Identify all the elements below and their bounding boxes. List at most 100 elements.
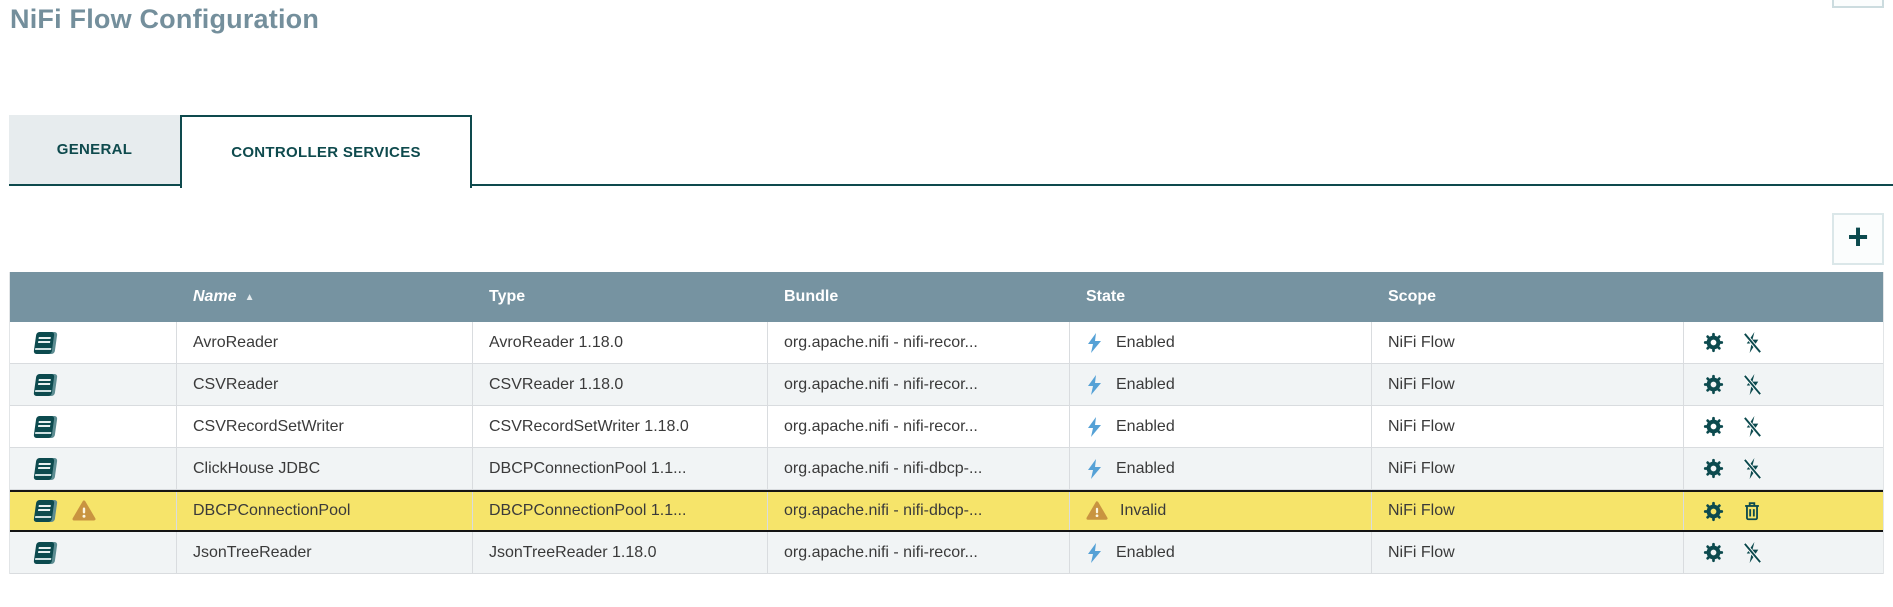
bolt-icon xyxy=(1086,458,1104,479)
tab-controller-services-label: CONTROLLER SERVICES xyxy=(231,144,421,161)
book-icon[interactable] xyxy=(33,331,58,355)
state-label: Enabled xyxy=(1116,543,1175,561)
tab-controller-services[interactable]: CONTROLLER SERVICES xyxy=(180,115,472,188)
row-lead-cell xyxy=(10,492,177,530)
bolt-icon xyxy=(1086,374,1104,395)
cell-name: CSVReader xyxy=(177,364,473,405)
cell-scope: NiFi Flow xyxy=(1372,322,1684,363)
book-icon[interactable] xyxy=(33,457,58,481)
gear-icon[interactable] xyxy=(1702,541,1725,564)
cell-type: AvroReader 1.18.0 xyxy=(473,322,768,363)
tab-bar: GENERAL CONTROLLER SERVICES xyxy=(9,115,1893,188)
cell-bundle: org.apache.nifi - nifi-recor... xyxy=(768,322,1070,363)
table-row[interactable]: DBCPConnectionPool DBCPConnectionPool 1.… xyxy=(10,490,1883,532)
cell-bundle: org.apache.nifi - nifi-recor... xyxy=(768,364,1070,405)
disable-bolt-slash-icon[interactable] xyxy=(1741,541,1764,564)
cell-type: DBCPConnectionPool 1.1... xyxy=(473,492,768,530)
row-lead-cell xyxy=(10,406,177,447)
row-lead-cell xyxy=(10,448,177,489)
cell-name: JsonTreeReader xyxy=(177,532,473,573)
header-cell-name[interactable]: Name ▲ xyxy=(177,288,473,306)
table-row[interactable]: ClickHouse JDBC DBCPConnectionPool 1.1..… xyxy=(10,448,1883,490)
cell-state: Enabled xyxy=(1070,322,1372,363)
cell-name: ClickHouse JDBC xyxy=(177,448,473,489)
cell-type: JsonTreeReader 1.18.0 xyxy=(473,532,768,573)
header-cell-bundle[interactable]: Bundle xyxy=(784,288,839,305)
row-lead-cell xyxy=(10,364,177,405)
book-icon[interactable] xyxy=(33,499,58,523)
cell-name: AvroReader xyxy=(177,322,473,363)
cell-actions xyxy=(1684,448,1883,489)
cell-bundle: org.apache.nifi - nifi-recor... xyxy=(768,532,1070,573)
controller-services-table: Name ▲ Type Bundle State Scope AvroRead xyxy=(9,272,1884,574)
state-label: Enabled xyxy=(1116,417,1175,435)
bolt-icon xyxy=(1086,332,1104,353)
gear-icon[interactable] xyxy=(1702,331,1725,354)
cell-actions xyxy=(1684,322,1883,363)
bolt-icon xyxy=(1086,542,1104,563)
header-name-label: Name xyxy=(193,288,237,305)
disable-bolt-slash-icon[interactable] xyxy=(1741,331,1764,354)
cutoff-top-right-button[interactable] xyxy=(1832,0,1884,8)
disable-bolt-slash-icon[interactable] xyxy=(1741,457,1764,480)
cell-scope: NiFi Flow xyxy=(1372,406,1684,447)
row-lead-cell xyxy=(10,322,177,363)
disable-bolt-slash-icon[interactable] xyxy=(1741,415,1764,438)
gear-icon[interactable] xyxy=(1702,415,1725,438)
page-title: NiFi Flow Configuration xyxy=(10,4,320,34)
cell-state: Enabled xyxy=(1070,448,1372,489)
cell-scope: NiFi Flow xyxy=(1372,532,1684,573)
cell-scope: NiFi Flow xyxy=(1372,364,1684,405)
cell-actions xyxy=(1684,492,1883,530)
cell-scope: NiFi Flow xyxy=(1372,492,1684,530)
cell-bundle: org.apache.nifi - nifi-dbcp-... xyxy=(768,492,1070,530)
cell-actions xyxy=(1684,364,1883,405)
table-row[interactable]: JsonTreeReader JsonTreeReader 1.18.0 org… xyxy=(10,532,1883,574)
warning-triangle-icon xyxy=(1086,500,1108,522)
cell-scope: NiFi Flow xyxy=(1372,448,1684,489)
tab-general[interactable]: GENERAL xyxy=(9,115,180,184)
cell-type: CSVReader 1.18.0 xyxy=(473,364,768,405)
gear-icon[interactable] xyxy=(1702,500,1725,523)
cell-state: Invalid xyxy=(1070,492,1372,530)
cell-name: DBCPConnectionPool xyxy=(177,492,473,530)
tab-general-label: GENERAL xyxy=(56,141,133,158)
book-icon[interactable] xyxy=(33,373,58,397)
bolt-icon xyxy=(1086,416,1104,437)
gear-icon[interactable] xyxy=(1702,457,1725,480)
row-lead-cell xyxy=(10,532,177,573)
cell-actions xyxy=(1684,406,1883,447)
delete-trash-icon[interactable] xyxy=(1741,500,1763,522)
header-cell-scope[interactable]: Scope xyxy=(1388,288,1437,305)
cell-bundle: org.apache.nifi - nifi-recor... xyxy=(768,406,1070,447)
cell-type: CSVRecordSetWriter 1.18.0 xyxy=(473,406,768,447)
cell-actions xyxy=(1684,532,1883,573)
state-label: Invalid xyxy=(1120,502,1167,519)
tab-bar-underline xyxy=(9,184,1893,186)
table-row[interactable]: CSVReader CSVReader 1.18.0 org.apache.ni… xyxy=(10,364,1883,406)
table-body: AvroReader AvroReader 1.18.0 org.apache.… xyxy=(10,322,1883,574)
cell-bundle: org.apache.nifi - nifi-dbcp-... xyxy=(768,448,1070,489)
add-controller-service-button[interactable]: + xyxy=(1832,213,1884,265)
table-row[interactable]: AvroReader AvroReader 1.18.0 org.apache.… xyxy=(10,322,1883,364)
disable-bolt-slash-icon[interactable] xyxy=(1741,373,1764,396)
cell-type: DBCPConnectionPool 1.1... xyxy=(473,448,768,489)
state-label: Enabled xyxy=(1116,375,1175,393)
state-label: Enabled xyxy=(1116,459,1175,477)
cell-name: CSVRecordSetWriter xyxy=(177,406,473,447)
plus-icon: + xyxy=(1847,216,1869,257)
book-icon[interactable] xyxy=(33,415,58,439)
sort-asc-icon: ▲ xyxy=(244,291,255,303)
warning-triangle-icon xyxy=(72,499,96,523)
state-label: Enabled xyxy=(1116,333,1175,351)
book-icon[interactable] xyxy=(33,541,58,565)
gear-icon[interactable] xyxy=(1702,373,1725,396)
header-cell-state[interactable]: State xyxy=(1086,288,1126,305)
cell-state: Enabled xyxy=(1070,364,1372,405)
table-row[interactable]: CSVRecordSetWriter CSVRecordSetWriter 1.… xyxy=(10,406,1883,448)
cell-state: Enabled xyxy=(1070,406,1372,447)
cell-state: Enabled xyxy=(1070,532,1372,573)
table-header-row: Name ▲ Type Bundle State Scope xyxy=(10,272,1883,322)
header-cell-type[interactable]: Type xyxy=(489,288,526,305)
